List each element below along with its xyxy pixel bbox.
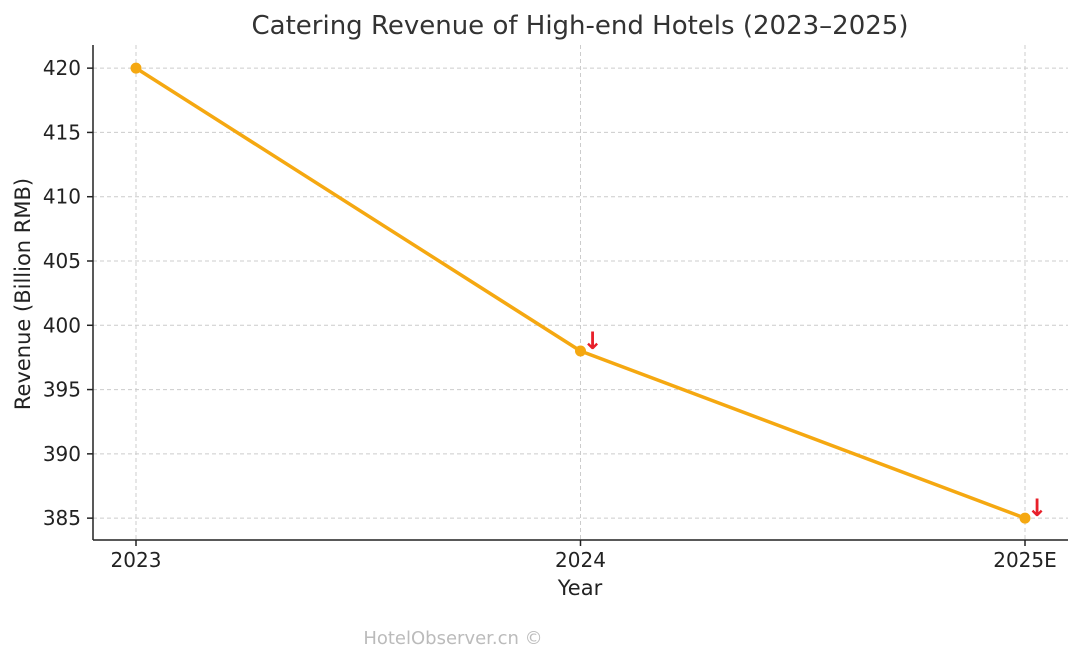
annotation-layer: ↓↓	[582, 327, 1047, 522]
x-tick-label: 2023	[111, 548, 162, 572]
down-arrow-icon: ↓	[582, 327, 602, 355]
data-point	[1019, 512, 1031, 524]
y-tick-label: 385	[43, 506, 81, 530]
watermark: HotelObserver.cn ©	[363, 628, 543, 649]
data-point	[130, 62, 142, 74]
y-tick-label: 390	[43, 442, 81, 466]
y-tick-label: 400	[43, 313, 81, 337]
x-axis-label: Year	[557, 576, 603, 600]
down-arrow-icon: ↓	[1027, 494, 1047, 522]
y-tick-label: 410	[43, 185, 81, 209]
y-tick-label: 420	[43, 56, 81, 80]
series-layer	[130, 62, 1031, 524]
y-tick-label: 405	[43, 249, 81, 273]
y-axis-label: Revenue (Billion RMB)	[11, 178, 35, 410]
y-tick-label: 395	[43, 378, 81, 402]
x-tick-label: 2025E	[993, 548, 1057, 572]
grid-layer	[93, 45, 1068, 540]
ticks-layer: 385 390 395 400 405 410 415 420 2023 2024 2025E	[43, 56, 1057, 572]
x-tick-label: 2024	[555, 548, 606, 572]
chart-title: Catering Revenue of High-end Hotels (202…	[252, 11, 909, 41]
data-point	[575, 345, 586, 357]
y-tick-label: 415	[43, 120, 81, 144]
